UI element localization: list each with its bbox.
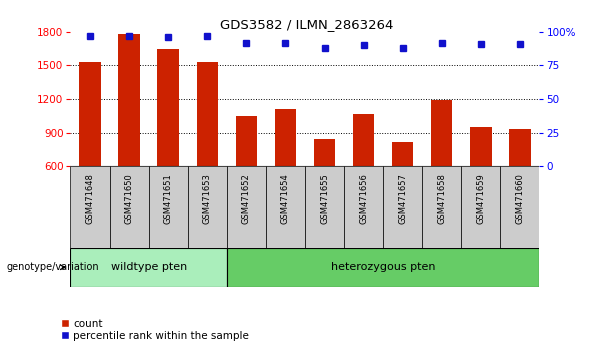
Legend: count, percentile rank within the sample: count, percentile rank within the sample (57, 315, 253, 345)
Text: GSM471659: GSM471659 (476, 173, 485, 224)
Text: GSM471654: GSM471654 (281, 173, 290, 224)
Text: GSM471648: GSM471648 (86, 173, 94, 224)
Text: GDS3582 / ILMN_2863264: GDS3582 / ILMN_2863264 (220, 18, 393, 31)
Bar (353, 114, 375, 166)
Bar (392, 142, 413, 166)
Text: genotype/variation: genotype/variation (6, 262, 99, 272)
Bar (422, 166, 462, 248)
Bar (158, 49, 179, 166)
Bar (188, 166, 227, 248)
Bar (227, 166, 266, 248)
Text: GSM471658: GSM471658 (437, 173, 446, 224)
Bar (470, 127, 492, 166)
Bar (79, 62, 101, 166)
Bar (70, 248, 227, 287)
Bar (275, 109, 296, 166)
Text: GSM471653: GSM471653 (203, 173, 211, 224)
Bar (344, 166, 383, 248)
Bar (149, 166, 188, 248)
Text: heterozygous pten: heterozygous pten (331, 262, 435, 272)
Text: GSM471652: GSM471652 (242, 173, 251, 224)
Text: GSM471650: GSM471650 (124, 173, 134, 224)
Bar (110, 166, 149, 248)
Text: GSM471657: GSM471657 (398, 173, 407, 224)
Bar (118, 34, 140, 166)
Bar (305, 166, 344, 248)
Bar (227, 248, 539, 287)
Bar (509, 130, 531, 166)
Bar (235, 116, 257, 166)
Bar (70, 166, 110, 248)
Text: GSM471660: GSM471660 (516, 173, 524, 224)
Bar (197, 62, 218, 166)
Text: wildtype pten: wildtype pten (110, 262, 187, 272)
Text: GSM471651: GSM471651 (164, 173, 173, 224)
Bar (431, 100, 452, 166)
Bar (462, 166, 500, 248)
Text: GSM471656: GSM471656 (359, 173, 368, 224)
Bar (500, 166, 539, 248)
Text: GSM471655: GSM471655 (320, 173, 329, 224)
Bar (266, 166, 305, 248)
Bar (314, 139, 335, 166)
Bar (383, 166, 422, 248)
